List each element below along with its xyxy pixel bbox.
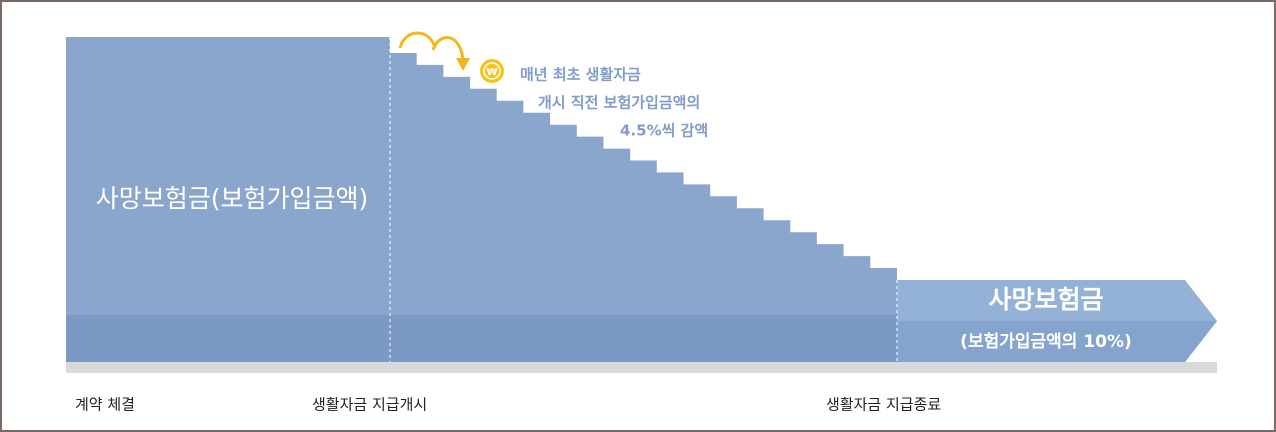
arrow-head xyxy=(456,58,470,71)
won-sign: ₩ xyxy=(486,67,497,78)
initial-block xyxy=(66,37,390,362)
annotation-line: 4.5%씩 감액 xyxy=(620,122,708,140)
main-label: 사망보험금(보험가입금액) xyxy=(96,184,369,213)
baseline xyxy=(66,362,1217,373)
coin-ring xyxy=(483,62,501,80)
curve-arrow xyxy=(398,31,465,63)
bottom-band xyxy=(66,315,897,362)
end-subtitle: (보험가입금액의 10%) xyxy=(960,331,1132,352)
end-title: 사망보험금 xyxy=(988,285,1103,314)
timeline-label: 생활자금 지급종료 xyxy=(826,396,941,414)
annotation-line: 개시 직전 보험가입금액의 xyxy=(538,94,700,112)
end-arrow-band xyxy=(897,321,1217,362)
decreasing-stairs xyxy=(390,53,897,362)
timeline-label: 계약 체결 xyxy=(75,396,135,414)
annotation-line: 매년 최초 생활자금 xyxy=(520,66,641,84)
timeline-label: 생활자금 지급개시 xyxy=(312,396,427,414)
